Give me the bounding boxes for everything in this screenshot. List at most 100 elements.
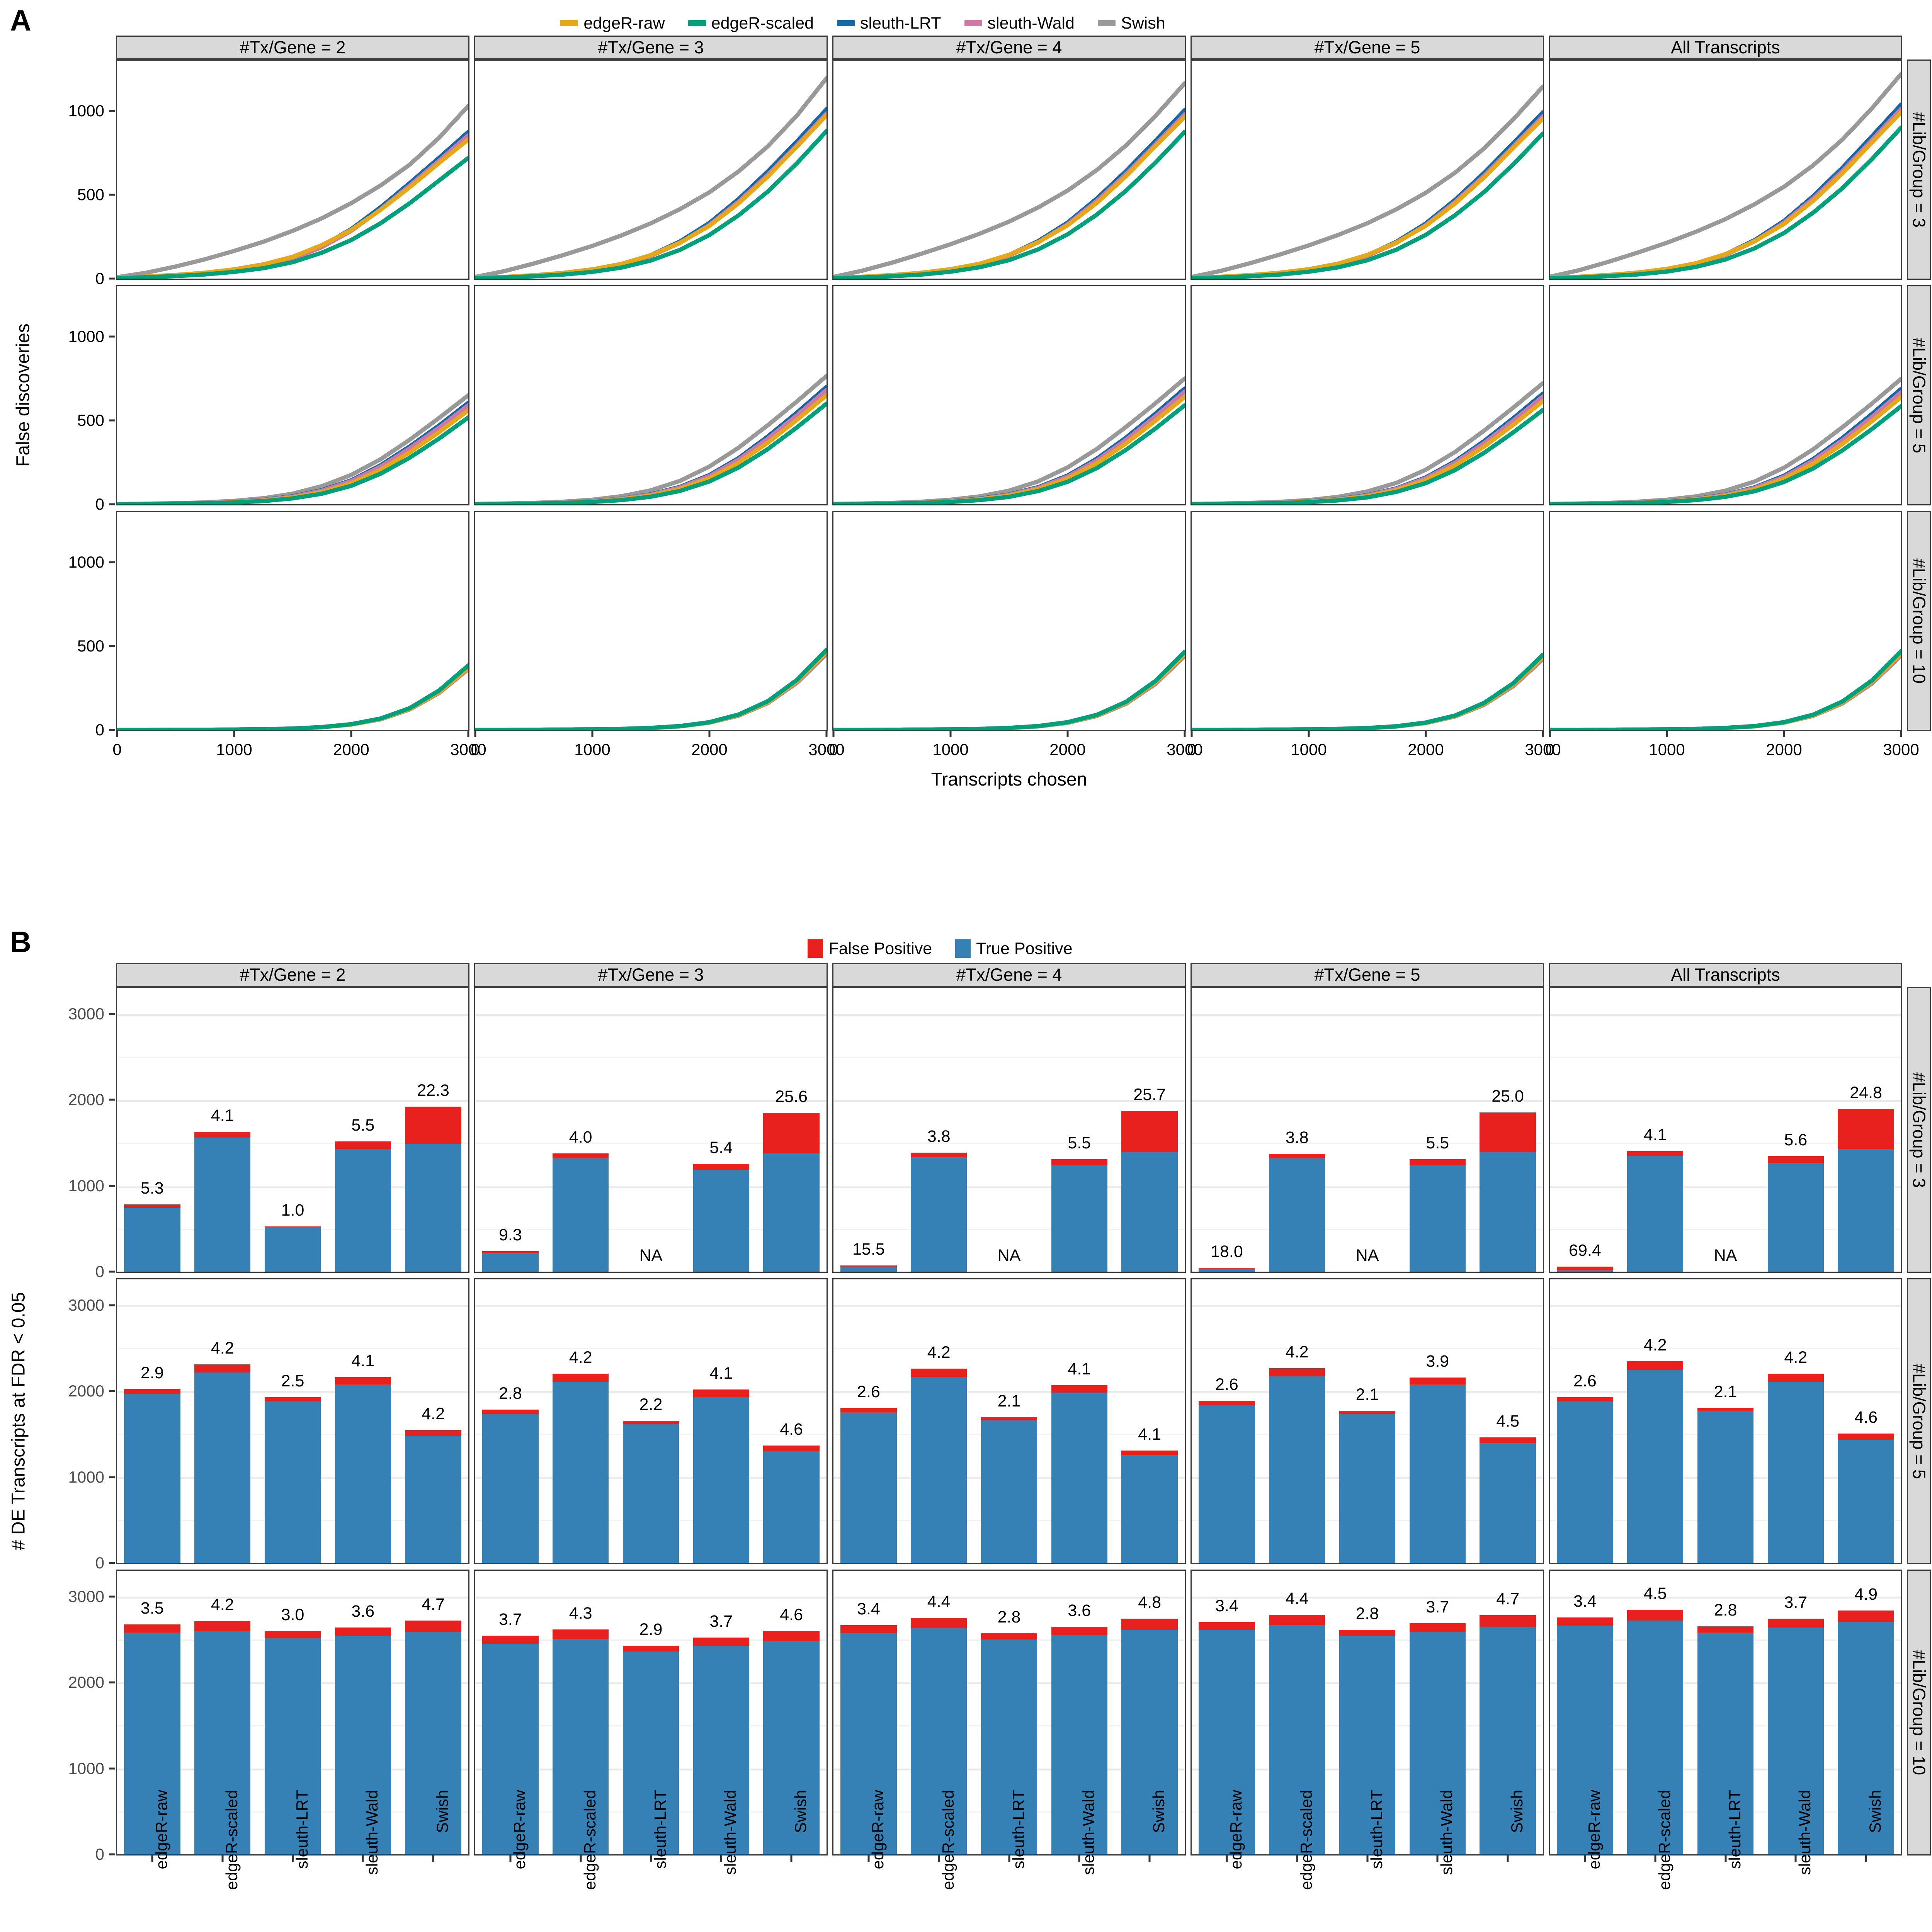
x-axis-tick-mark bbox=[1366, 1855, 1368, 1862]
x-axis-category-label: sleuth-Wald bbox=[1796, 1790, 1814, 1875]
bar-true-positive bbox=[1051, 1392, 1108, 1563]
y-axis-tick-label: 1000 bbox=[68, 1759, 104, 1777]
bar-false-positive bbox=[910, 1369, 967, 1377]
bar-value-label: 4.2 bbox=[1643, 1335, 1667, 1354]
bar-value-label: 4.6 bbox=[1854, 1408, 1878, 1427]
gridline bbox=[475, 1305, 827, 1307]
bar-false-positive bbox=[1627, 1361, 1684, 1370]
bar-false-positive bbox=[1838, 1434, 1894, 1440]
bar-false-positive bbox=[552, 1374, 609, 1382]
facet-panel bbox=[832, 511, 1186, 731]
gridline bbox=[1192, 1056, 1543, 1058]
bar-value-label: 2.6 bbox=[1573, 1371, 1597, 1390]
bar-true-positive bbox=[910, 1377, 967, 1563]
bar-false-positive bbox=[552, 1153, 609, 1158]
bar-false-positive bbox=[194, 1132, 251, 1138]
x-axis-tick-label: 3000 bbox=[808, 740, 845, 759]
line-series-group bbox=[1550, 377, 1901, 504]
y-axis-tick-mark bbox=[109, 1270, 115, 1273]
facet-panel bbox=[474, 511, 828, 731]
x-axis-category-label: Swish bbox=[791, 1790, 810, 1833]
y-axis-tick-label: 0 bbox=[95, 495, 104, 513]
x-axis-tick-label: 2000 bbox=[1049, 740, 1086, 759]
y-axis-tick-label: 2000 bbox=[68, 1090, 104, 1109]
y-axis-tick-label: 3000 bbox=[68, 1004, 104, 1023]
legend-label: sleuth-LRT bbox=[860, 14, 941, 32]
bar-true-positive bbox=[482, 1644, 539, 1854]
panel-b-legend: False Positive True Positive bbox=[676, 937, 1217, 960]
x-axis-tick-label: 1000 bbox=[932, 740, 969, 759]
bar-value-label: 2.5 bbox=[281, 1372, 304, 1391]
x-axis-category-label: sleuth-LRT bbox=[293, 1790, 311, 1869]
panel-a-chart: False discoveries #Tx/Gene = 2 #Tx/Gene = … bbox=[0, 0, 1932, 927]
y-axis-tick-label: 2000 bbox=[68, 1673, 104, 1692]
legend-label: False Positive bbox=[828, 939, 932, 958]
gridline bbox=[833, 1596, 1185, 1599]
bar-true-positive bbox=[482, 1414, 539, 1563]
y-axis-tick-mark bbox=[109, 1390, 115, 1392]
gridline bbox=[475, 1272, 827, 1273]
bar-true-positive bbox=[693, 1645, 750, 1854]
bar-value-label: 25.0 bbox=[1492, 1087, 1524, 1105]
bar-true-positive bbox=[405, 1143, 461, 1272]
bar-false-positive bbox=[194, 1364, 251, 1373]
facet-panel bbox=[116, 60, 469, 280]
y-axis-tick-mark bbox=[109, 561, 115, 563]
bar-false-positive bbox=[1627, 1151, 1684, 1156]
facet-strip-column: #Tx/Gene = 4 bbox=[832, 36, 1186, 60]
facet-panel: 2.6 4.2 2.1 4.2 4.6 bbox=[1549, 1278, 1902, 1564]
bar-false-positive bbox=[1269, 1368, 1325, 1377]
bar-value-label: 22.3 bbox=[417, 1081, 449, 1100]
gridline bbox=[475, 1014, 827, 1016]
facet-panel bbox=[832, 60, 1186, 280]
bar-value-label: 2.1 bbox=[997, 1391, 1021, 1410]
bar-true-positive bbox=[1627, 1369, 1684, 1563]
facet-strip-row: #Lib/Group = 3 bbox=[1907, 60, 1931, 280]
facet-strip-column: All Transcripts bbox=[1549, 36, 1902, 60]
bar-true-positive bbox=[1339, 1636, 1396, 1854]
facet-panel: 2.9 4.2 2.5 4.1 4.2 bbox=[116, 1278, 469, 1564]
bar-false-positive bbox=[335, 1627, 391, 1636]
bar-false-positive bbox=[981, 1633, 1037, 1639]
bar-true-positive bbox=[622, 1423, 679, 1563]
bar-value-label: 3.4 bbox=[857, 1600, 880, 1619]
bar-value-label: 4.6 bbox=[780, 1420, 803, 1439]
gridline bbox=[833, 1014, 1185, 1016]
y-axis-tick-label: 0 bbox=[95, 721, 104, 739]
x-axis-category-label: Swish bbox=[1866, 1790, 1884, 1833]
gridline bbox=[833, 1056, 1185, 1058]
bar-false-positive bbox=[552, 1629, 609, 1639]
bar-false-positive bbox=[1627, 1609, 1684, 1621]
bar-value-label: 4.4 bbox=[1285, 1589, 1309, 1608]
line-series-group bbox=[1192, 84, 1543, 279]
x-axis-tick-label: 0 bbox=[471, 740, 480, 759]
y-axis-tick-label: 0 bbox=[95, 1554, 104, 1572]
x-axis-tick-mark bbox=[509, 1855, 512, 1862]
x-axis-tick-mark bbox=[580, 1855, 582, 1862]
x-axis-tick-label: 3000 bbox=[450, 740, 486, 759]
bar-false-positive bbox=[335, 1141, 391, 1149]
x-axis-tick-mark bbox=[1066, 731, 1069, 737]
bar-false-positive bbox=[1199, 1622, 1255, 1630]
bar-true-positive bbox=[405, 1631, 461, 1854]
gridline bbox=[833, 1185, 1185, 1188]
line-series-group bbox=[1192, 381, 1543, 504]
x-axis-tick-label: 0 bbox=[829, 740, 838, 759]
legend-swatch bbox=[688, 20, 706, 26]
x-axis-category-label: edgeR-scaled bbox=[939, 1790, 957, 1890]
gridline bbox=[1192, 1014, 1543, 1016]
gridline bbox=[1192, 1228, 1543, 1230]
facet-panel: 69.4 4.1 NA 5.6 24.8 bbox=[1549, 987, 1902, 1273]
line-edgeR-raw bbox=[1192, 399, 1543, 504]
y-axis-tick-label: 1000 bbox=[68, 327, 104, 346]
bar-true-positive bbox=[981, 1420, 1037, 1563]
bar-value-label: 4.1 bbox=[1138, 1425, 1161, 1444]
gridline bbox=[475, 1185, 827, 1188]
bar-value-label: 9.3 bbox=[499, 1226, 522, 1245]
bar-false-positive bbox=[1697, 1626, 1754, 1633]
facet-panel: 2.6 4.2 2.1 4.1 4.1 bbox=[832, 1278, 1186, 1564]
facet-panel bbox=[1190, 285, 1544, 505]
x-axis-category-label: sleuth-LRT bbox=[1009, 1790, 1027, 1869]
line-edgeR-scaled bbox=[475, 648, 827, 730]
line-series-group bbox=[1192, 653, 1543, 730]
